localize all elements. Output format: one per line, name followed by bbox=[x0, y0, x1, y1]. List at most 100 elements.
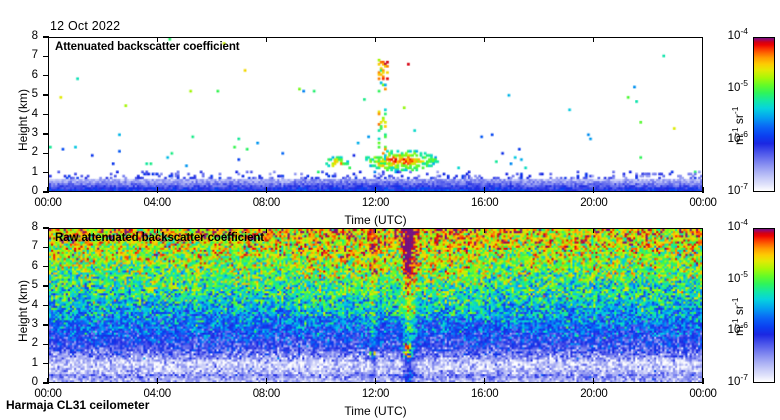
y-tick-label: 1 bbox=[31, 356, 38, 369]
x-tick-mark bbox=[265, 187, 267, 193]
y-tick-label: 4 bbox=[31, 298, 38, 311]
y-tick-mark bbox=[43, 227, 49, 229]
x-tick-mark-top bbox=[265, 36, 267, 42]
y-tick-label: 3 bbox=[31, 126, 38, 139]
panel-top-heatmap bbox=[49, 38, 702, 191]
figure-date: 12 Oct 2022 bbox=[50, 19, 121, 33]
colorbar-tick-label: 10-4 bbox=[727, 26, 748, 42]
y-tick-label: 3 bbox=[31, 317, 38, 330]
y-tick-mark bbox=[43, 246, 49, 249]
x-tick-label: 16:00 bbox=[471, 388, 499, 400]
x-tick-label: 00:00 bbox=[689, 197, 717, 209]
panel-top-title: Attenuated backscatter coefficient bbox=[55, 41, 240, 53]
x-tick-mark-top bbox=[374, 36, 377, 42]
y-tick-mark bbox=[43, 382, 49, 384]
y-axis-title-top: Height (km) bbox=[16, 88, 30, 151]
x-tick-label: 00:00 bbox=[34, 197, 62, 209]
x-tick-mark-top bbox=[265, 227, 267, 233]
y-tick-mark bbox=[43, 94, 49, 96]
colorbar-bottom bbox=[753, 228, 775, 383]
y-tick-mark bbox=[43, 362, 49, 365]
y-tick-mark bbox=[43, 285, 49, 287]
colorbar-tick-label: 10-4 bbox=[727, 217, 748, 233]
x-tick-mark bbox=[374, 378, 377, 384]
x-tick-mark bbox=[156, 187, 158, 193]
panel-raw-attenuated-backscatter: Raw attenuated backscatter coefficient bbox=[48, 228, 703, 383]
x-tick-mark bbox=[593, 378, 595, 384]
y-tick-mark bbox=[43, 152, 49, 154]
y-tick-mark bbox=[43, 304, 49, 307]
x-tick-mark bbox=[593, 187, 595, 193]
y-axis-title-bottom: Height (km) bbox=[16, 279, 30, 342]
colorbar-tick-label: 10-6 bbox=[727, 129, 748, 146]
y-tick-mark bbox=[43, 171, 49, 174]
y-tick-label: 5 bbox=[31, 279, 38, 292]
x-tick-mark-top bbox=[593, 227, 595, 233]
x-tick-label: 16:00 bbox=[471, 197, 499, 209]
y-tick-mark bbox=[43, 266, 49, 268]
x-tick-label: 12:00 bbox=[361, 197, 390, 209]
y-tick-mark bbox=[43, 324, 49, 326]
x-tick-mark-top bbox=[374, 227, 377, 233]
x-tick-mark bbox=[702, 378, 704, 384]
y-tick-mark bbox=[43, 36, 49, 38]
x-tick-mark bbox=[47, 187, 49, 193]
y-tick-label: 0 bbox=[31, 185, 38, 197]
x-tick-mark-top bbox=[484, 227, 486, 233]
x-tick-mark bbox=[265, 378, 267, 384]
y-tick-mark bbox=[43, 343, 49, 345]
colorbar-tick-label: 10-5 bbox=[727, 268, 748, 285]
colorbar-tick-label: 10-5 bbox=[727, 77, 748, 94]
panel-attenuated-backscatter: Attenuated backscatter coefficient bbox=[48, 37, 703, 192]
x-tick-mark-top bbox=[156, 36, 158, 42]
y-tick-label: 8 bbox=[31, 30, 38, 42]
y-tick-mark bbox=[43, 75, 49, 77]
x-tick-mark-top bbox=[156, 227, 158, 233]
x-tick-mark bbox=[156, 378, 158, 384]
y-tick-mark bbox=[43, 133, 49, 135]
x-tick-mark bbox=[374, 187, 377, 193]
x-tick-label: 00:00 bbox=[34, 388, 62, 400]
y-tick-label: 7 bbox=[31, 240, 38, 253]
y-tick-label: 7 bbox=[31, 49, 38, 62]
x-tick-label: 00:00 bbox=[689, 388, 717, 400]
colorbar-bottom-title: m-1 sr-1 bbox=[730, 297, 746, 336]
x-tick-mark bbox=[484, 378, 486, 384]
colorbar-bottom-gradient bbox=[754, 229, 774, 382]
y-tick-mark bbox=[43, 55, 49, 58]
colorbar-tick-label: 10-7 bbox=[727, 181, 748, 197]
y-tick-label: 2 bbox=[31, 337, 38, 350]
x-tick-label: 04:00 bbox=[143, 388, 172, 400]
x-tick-label: 08:00 bbox=[252, 197, 281, 209]
x-tick-mark-top bbox=[593, 36, 595, 42]
y-tick-label: 0 bbox=[31, 376, 38, 388]
figure-footer: Harmaja CL31 ceilometer bbox=[6, 398, 150, 412]
colorbar-top-gradient bbox=[754, 38, 774, 191]
y-tick-mark bbox=[43, 113, 49, 116]
panel-bottom-title: Raw attenuated backscatter coefficient bbox=[55, 232, 265, 244]
x-tick-label: 20:00 bbox=[580, 197, 608, 209]
y-tick-label: 6 bbox=[31, 259, 38, 272]
x-tick-mark bbox=[47, 378, 49, 384]
colorbar-tick-label: 10-6 bbox=[727, 320, 748, 337]
panel-bottom-heatmap bbox=[49, 229, 702, 382]
x-tick-label: 08:00 bbox=[252, 388, 281, 400]
x-axis-title-top: Time (UTC) bbox=[344, 213, 407, 227]
colorbar-top-title: m-1 sr-1 bbox=[730, 106, 746, 145]
x-axis-title-bottom: Time (UTC) bbox=[344, 404, 407, 418]
y-tick-label: 2 bbox=[31, 146, 38, 159]
colorbar-top bbox=[753, 37, 775, 192]
y-tick-label: 5 bbox=[31, 88, 38, 101]
x-tick-mark bbox=[702, 187, 704, 193]
y-tick-label: 1 bbox=[31, 165, 38, 178]
y-tick-label: 6 bbox=[31, 68, 38, 81]
y-tick-label: 8 bbox=[31, 221, 38, 233]
x-tick-mark bbox=[484, 187, 486, 193]
x-tick-mark-top bbox=[484, 36, 486, 42]
x-tick-label: 04:00 bbox=[143, 197, 172, 209]
y-tick-label: 4 bbox=[31, 107, 38, 120]
y-tick-mark bbox=[43, 191, 49, 193]
x-tick-label: 20:00 bbox=[580, 388, 608, 400]
colorbar-tick-label: 10-7 bbox=[727, 372, 748, 388]
